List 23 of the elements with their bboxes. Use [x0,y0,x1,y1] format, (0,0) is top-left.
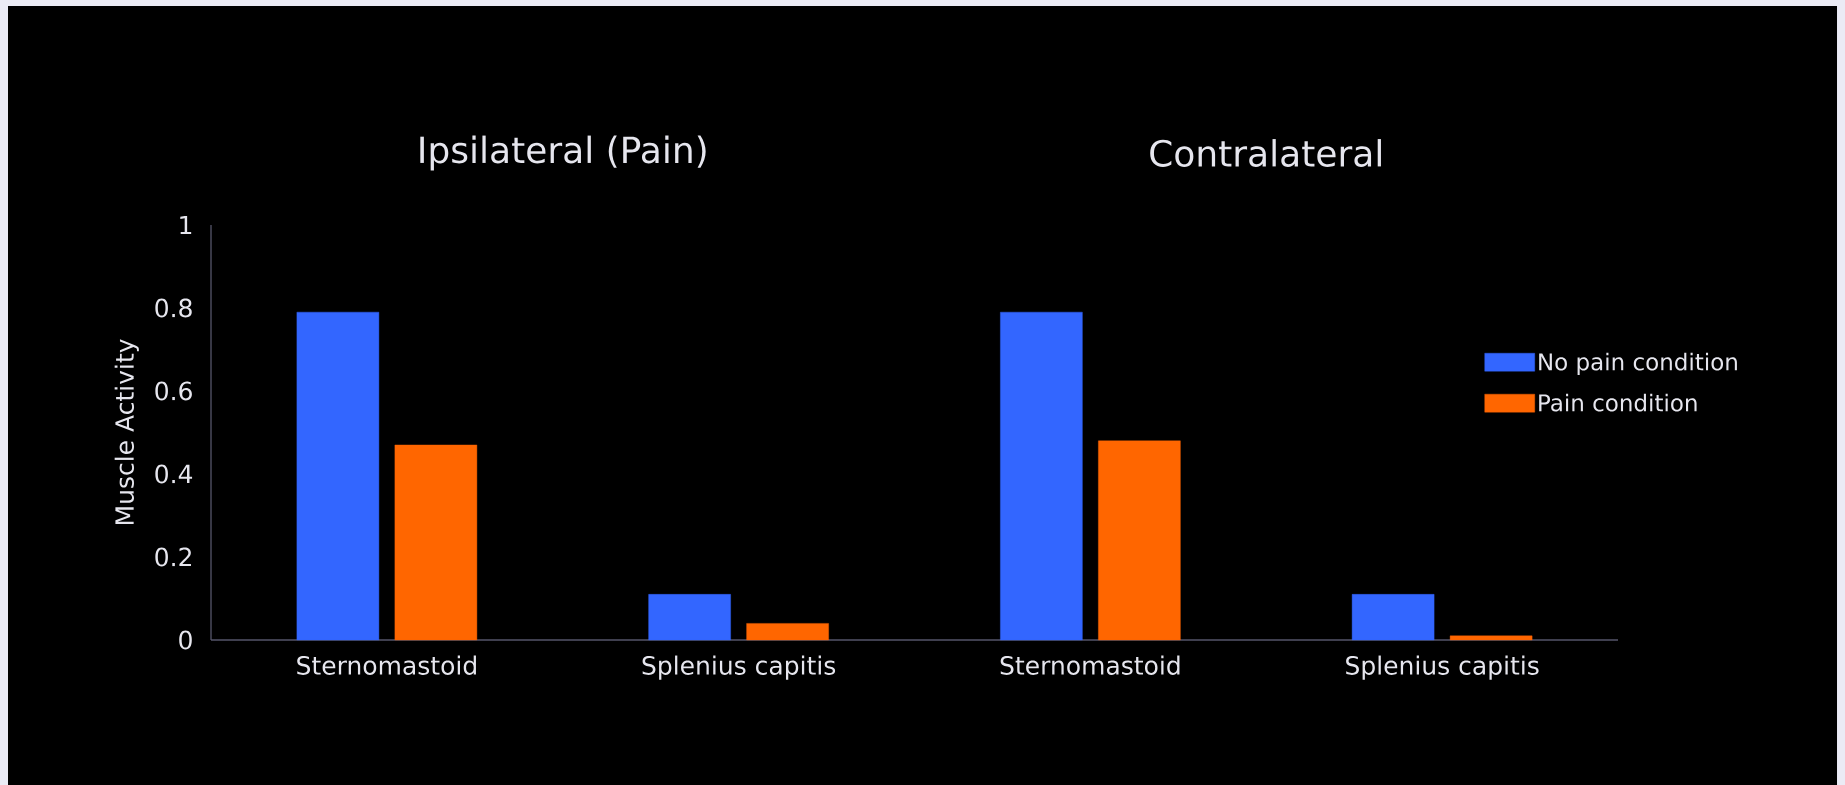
y-axis-title: Muscle Activity [114,339,139,525]
bar [394,444,478,641]
y-tick-label: 1 [180,215,192,235]
y-tick-label: 0.4 [155,464,193,484]
x-tick-label: Sternomastoid [297,655,476,675]
bar [1000,311,1083,641]
bar [1449,635,1533,641]
bar [296,311,380,641]
bar [746,623,829,641]
bar [1351,594,1435,641]
y-tick-label: 0.8 [155,298,192,318]
legend-label: No pain condition [1539,352,1737,375]
bar [1098,440,1181,641]
y-tick-label: 0.2 [155,547,191,567]
text: Contralateral [1150,139,1381,167]
legend-label: Pain condition [1539,393,1697,412]
y-tick-label: 0 [179,630,192,650]
x-tick-label: Splenius capitis [1346,655,1539,680]
x-tick-label: Sternomastoid [1000,655,1180,675]
bar [648,594,731,641]
y-tick-label: 0.6 [155,381,192,401]
x-tick-label: Splenius capitis [642,655,836,680]
text: Ipsilateral (Pain) [420,135,706,171]
